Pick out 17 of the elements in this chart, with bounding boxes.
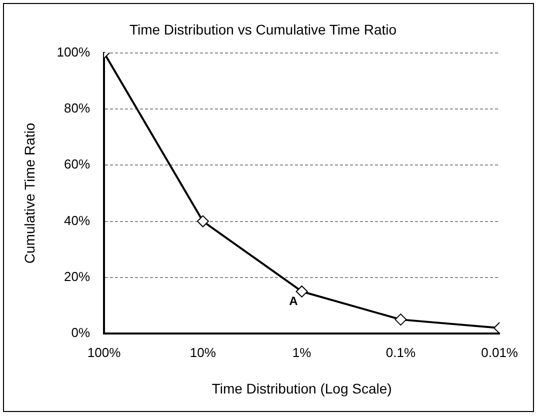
x-tick-label: 100% (87, 344, 122, 360)
annotation: A (289, 294, 298, 308)
y-tick-label: 60% (64, 156, 90, 172)
x-tick-label: 10% (190, 344, 216, 360)
y-axis-title: Cumulative Time Ratio (21, 122, 38, 264)
y-tick-label: 0% (71, 325, 90, 340)
x-tick-label: 1% (292, 344, 312, 360)
x-tick-label: 0.1% (386, 344, 416, 360)
point (394, 314, 407, 326)
y-tick-label: 80% (64, 100, 90, 116)
x-axis-title: Time Distribution (Log Scale) (212, 380, 392, 396)
chart-title: Time Distribution vs Cumulative Time Ratio (129, 21, 397, 38)
y-tick-label: 100% (56, 44, 90, 60)
point (296, 285, 308, 298)
y-tick-label: 40% (64, 212, 90, 228)
x-tick-label: 0.01% (481, 344, 518, 360)
y-tick-label: 20% (64, 269, 90, 284)
